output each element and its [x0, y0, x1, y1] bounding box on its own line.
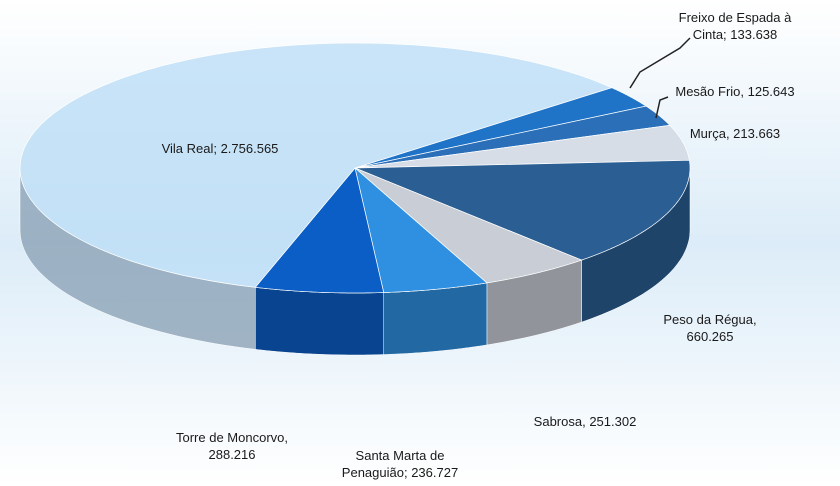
leader-line: [655, 96, 669, 119]
data-label: Freixo de Espada à Cinta; 133.638: [679, 10, 793, 42]
pie-slice: [354, 167, 488, 293]
leader-line: [629, 37, 691, 89]
pie-tops: [19, 42, 691, 294]
data-label: Torre de Moncorvo, 288.216: [176, 430, 288, 462]
pie-slice: [354, 167, 583, 284]
pie-side: [383, 282, 488, 355]
pie-slice: [354, 124, 690, 169]
labels: Freixo de Espada à Cinta; 133.638 Mesão Fr…: [162, 10, 795, 480]
data-label: Vila Real; 2.756.565: [162, 141, 279, 156]
data-label: Murça, 213.663: [690, 126, 780, 141]
pie-sides: [19, 167, 691, 356]
pie-slice: [354, 159, 691, 261]
pie-slice: [354, 87, 647, 169]
data-label: Santa Marta de Penaguião; 236.727: [342, 448, 458, 480]
data-label: Peso da Régua, 660.265: [663, 312, 756, 344]
pie-slice: [19, 42, 613, 288]
pie-slice: [254, 167, 385, 294]
data-label: Mesão Frio, 125.643: [675, 84, 794, 99]
data-label: Sabrosa, 251.302: [534, 414, 637, 429]
pie-slice: [354, 105, 671, 169]
pie-side: [255, 287, 384, 356]
